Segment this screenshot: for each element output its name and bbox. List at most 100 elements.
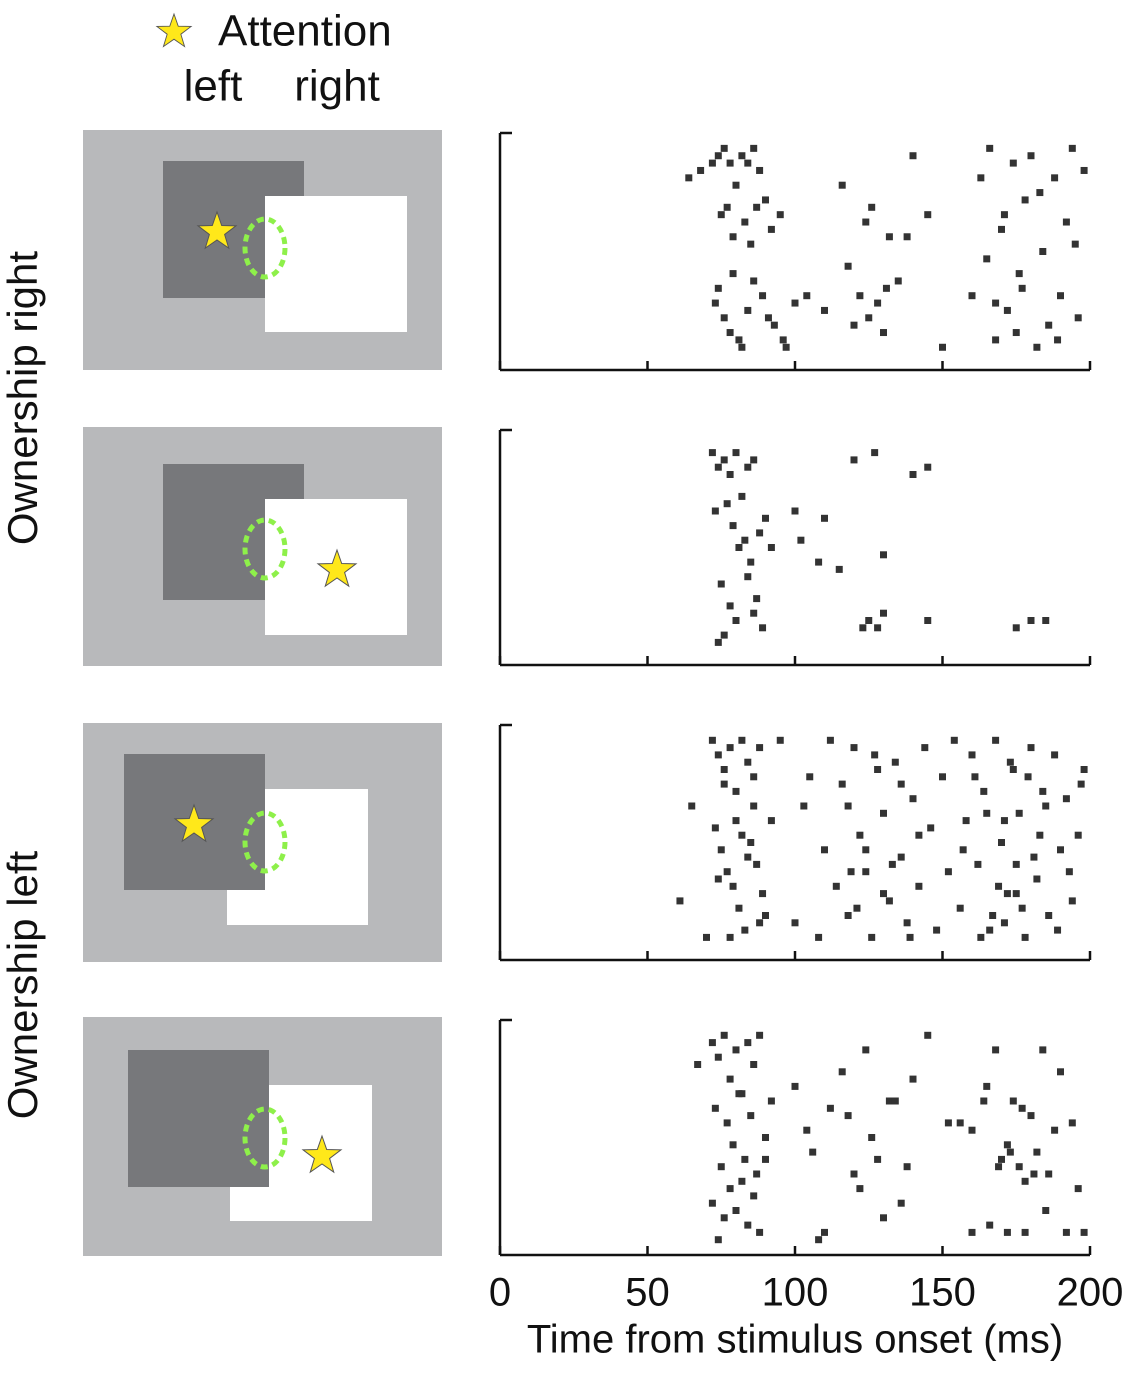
spike [741, 1155, 749, 1163]
spike [1030, 1170, 1038, 1178]
spike [688, 802, 696, 810]
spike [992, 736, 1000, 744]
spike [956, 1119, 964, 1127]
spike [974, 860, 982, 868]
spike [750, 144, 758, 152]
spike [821, 514, 828, 522]
spike [744, 853, 752, 861]
spike [821, 846, 828, 854]
spike [767, 1097, 775, 1105]
spike [1039, 1046, 1047, 1054]
spike [729, 1141, 737, 1149]
spike [1000, 919, 1008, 927]
spike [762, 1134, 769, 1141]
spike [759, 890, 767, 898]
spike [915, 831, 923, 839]
spike [968, 751, 976, 759]
spike [856, 1185, 864, 1193]
spike [1018, 1104, 1026, 1112]
legend-star [156, 13, 192, 48]
spike [995, 882, 1003, 890]
spike [986, 1221, 994, 1229]
spike [874, 624, 882, 632]
spike [998, 1155, 1005, 1163]
spike [764, 314, 772, 322]
spike [865, 314, 873, 322]
spike [803, 1126, 811, 1134]
spike [762, 196, 769, 204]
spike [714, 638, 722, 646]
spike [989, 912, 997, 919]
spike [847, 868, 855, 876]
spike [844, 1112, 852, 1120]
spike [744, 463, 752, 471]
spike [1015, 809, 1023, 817]
spike [927, 824, 935, 832]
spike [921, 744, 929, 752]
spike [956, 904, 964, 912]
spike [723, 203, 731, 211]
spike [1012, 860, 1020, 868]
spike [753, 1170, 761, 1178]
spike [968, 1126, 976, 1134]
spike [977, 174, 985, 182]
spike [1068, 897, 1076, 905]
spike [750, 802, 758, 810]
spike [850, 744, 858, 752]
spike [1006, 758, 1014, 766]
spike [744, 306, 752, 314]
spike [708, 1199, 716, 1207]
spike [750, 1192, 758, 1200]
spike [732, 1046, 740, 1054]
spike [741, 536, 749, 544]
spike [738, 343, 746, 351]
spike [1030, 853, 1038, 861]
spike [992, 336, 1000, 344]
spike [933, 926, 941, 934]
spike [1003, 306, 1011, 314]
spike [862, 1046, 870, 1054]
spike [832, 882, 840, 890]
spike [738, 1177, 746, 1185]
x-tick-label: 150 [909, 1271, 976, 1315]
spike [1062, 218, 1070, 226]
spike [992, 299, 1000, 307]
x-tick-label: 0 [489, 1271, 511, 1315]
spike [944, 868, 952, 876]
spike [732, 1207, 740, 1214]
spike [756, 919, 764, 927]
spike [720, 780, 728, 788]
row-label: Ownership left [0, 850, 46, 1119]
spike [977, 933, 985, 941]
spike [767, 817, 775, 825]
spike [880, 551, 887, 559]
spike [983, 809, 991, 817]
spike [909, 795, 917, 803]
spike [1009, 1097, 1017, 1105]
spike [1021, 196, 1029, 204]
spike [986, 926, 994, 934]
spike [744, 573, 752, 581]
spike [714, 1236, 722, 1244]
spike [726, 744, 734, 752]
spike [815, 933, 823, 941]
stimulus-diagram [83, 130, 442, 370]
spike [1077, 780, 1085, 788]
spike [714, 152, 722, 160]
spike [744, 1221, 752, 1229]
spike [708, 1039, 716, 1047]
spike [735, 904, 743, 912]
spike [708, 449, 716, 457]
spike [762, 1155, 769, 1163]
spike [909, 1075, 917, 1083]
spike [1045, 321, 1053, 329]
spike [735, 544, 743, 551]
x-tick-label: 100 [762, 1271, 829, 1315]
spike [871, 751, 879, 759]
spike [720, 1214, 728, 1222]
spike [903, 233, 911, 241]
spike [711, 299, 719, 307]
spike [732, 817, 740, 825]
stimulus-diagram [83, 427, 442, 666]
spike [1080, 1228, 1088, 1236]
